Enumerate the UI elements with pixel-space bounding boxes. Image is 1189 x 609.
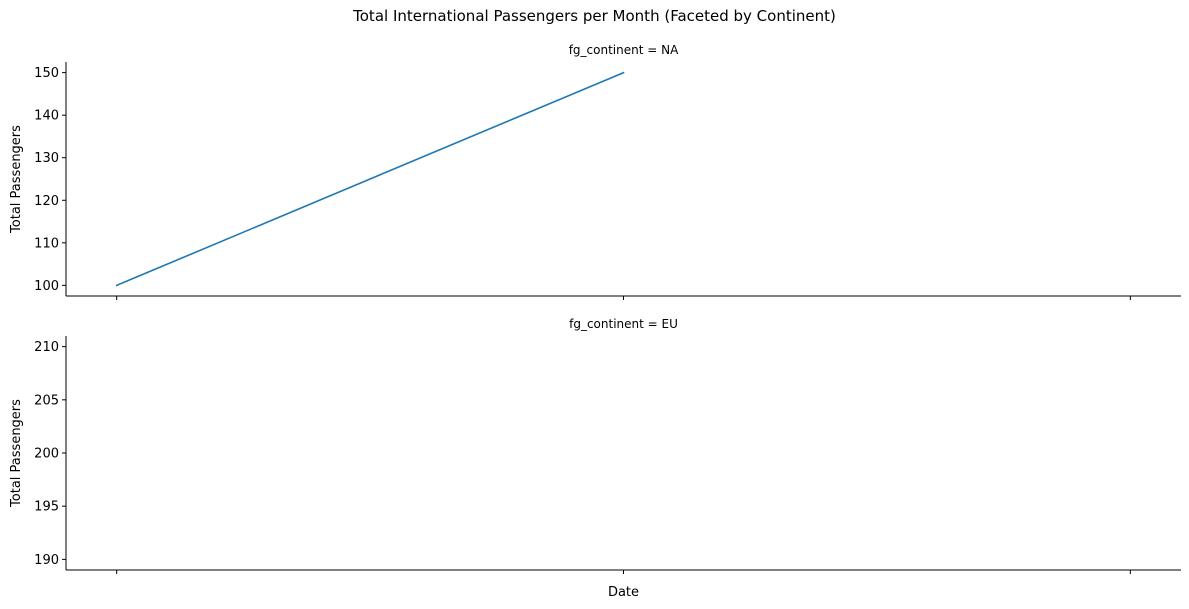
x-axis-label: Date: [608, 585, 639, 600]
facet-label: fg_continent = EU: [569, 317, 678, 331]
y-tick-label: 205: [34, 393, 59, 408]
facet-panel-1: fg_continent = EU 190 195 200 205 210 Total Pa…: [9, 317, 1181, 600]
y-tick-label: 200: [34, 447, 59, 462]
y-tick-label: 195: [34, 500, 59, 515]
y-tick-label: 110: [34, 236, 59, 251]
figure-title: Total International Passengers per Month…: [353, 7, 836, 25]
series-line-0: [115, 71, 625, 287]
y-axis-label: Total Passengers: [9, 399, 24, 508]
y-tick-label: 140: [34, 109, 59, 124]
y-tick-label: 190: [34, 553, 59, 568]
facet-label: fg_continent = NA: [569, 43, 679, 57]
y-tick-label: 150: [34, 66, 59, 81]
y-tick-label: 130: [34, 151, 59, 166]
y-tick-label: 120: [34, 194, 59, 209]
y-axis-label: Total Passengers: [9, 125, 24, 234]
y-tick-label: 100: [34, 279, 59, 294]
facet-panel-0: fg_continent = NA 100 110 120 130 140 150 Total…: [9, 43, 1181, 300]
y-tick-label: 210: [34, 340, 59, 355]
